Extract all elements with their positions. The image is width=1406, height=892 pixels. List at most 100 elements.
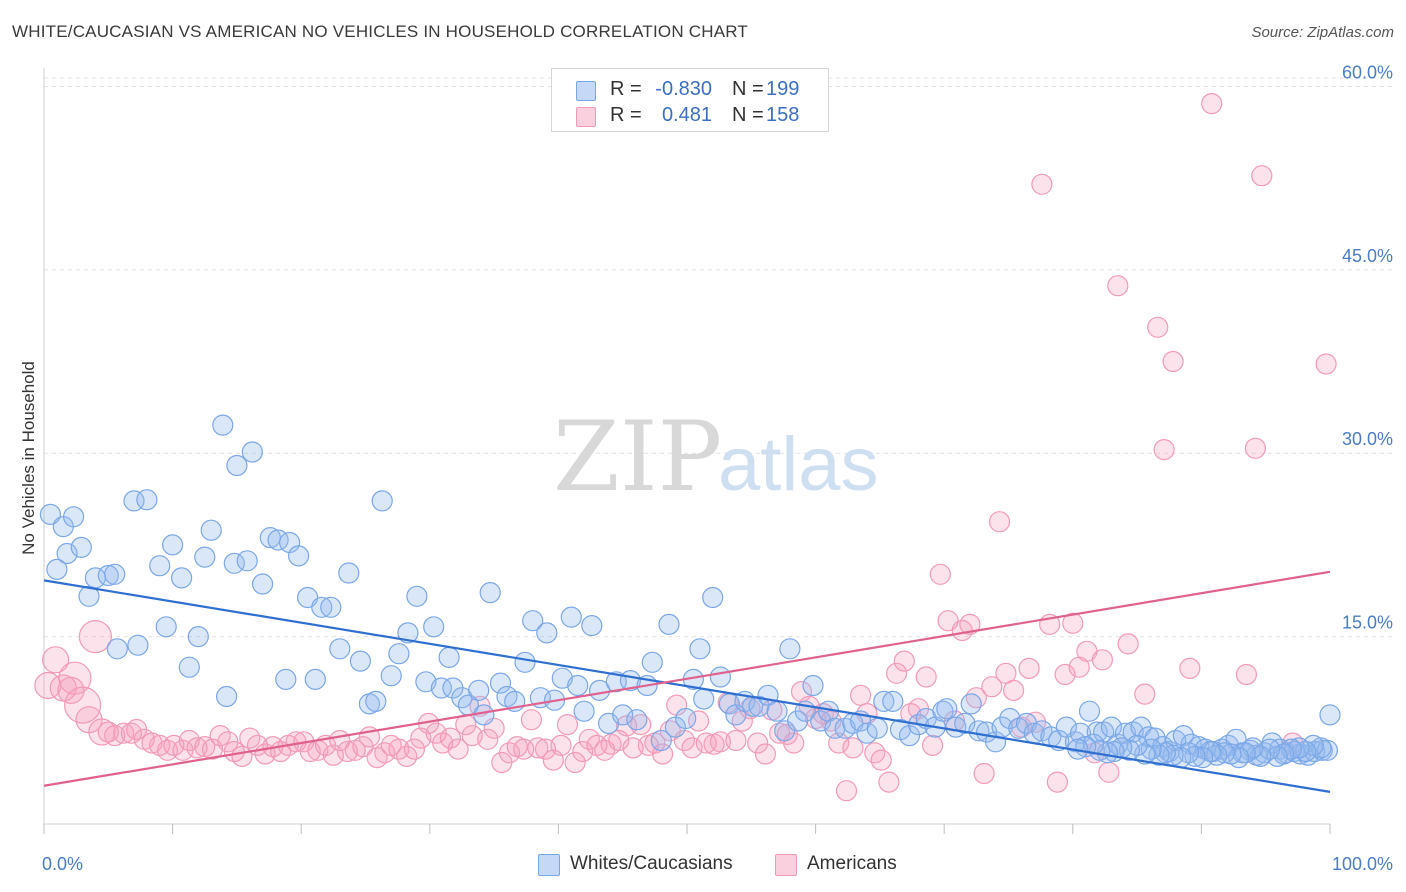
americans-point-97: [747, 732, 769, 754]
americans-point-129: [981, 676, 1003, 698]
americans-point-92: [709, 731, 732, 753]
whites-point-35: [304, 668, 326, 691]
whites-point-67: [560, 606, 582, 628]
y-tick-label-0: 15.0%: [1342, 613, 1393, 633]
americans-point-98: [754, 743, 777, 765]
americans-point-5: [63, 686, 102, 724]
whites-point-9: [104, 563, 126, 585]
whites-point-14: [149, 555, 171, 577]
americans-point-9: [97, 721, 119, 743]
americans-point-67: [527, 737, 549, 759]
whites-point-43: [371, 490, 393, 512]
americans-trend-line: [43, 570, 1331, 787]
whites-point-15: [155, 616, 177, 638]
americans-point-4: [58, 661, 92, 695]
whites-point-27: [241, 441, 263, 463]
chart-title: WHITE/CAUCASIAN VS AMERICAN NO VEHICLES …: [12, 22, 748, 41]
n-value: 158: [766, 104, 800, 126]
americans-point-117: [893, 650, 915, 672]
watermark-atlas: atlas: [718, 422, 879, 507]
whites-swatch: [576, 81, 596, 101]
americans-point-72: [564, 751, 586, 774]
whites-point-143: [1144, 727, 1166, 749]
whites-point-107: [866, 717, 888, 739]
whites-point-111: [898, 724, 921, 747]
whites-point-135: [1086, 721, 1108, 743]
whites-point-38: [329, 638, 351, 660]
americans-point-116: [885, 662, 908, 684]
whites-point-76: [626, 709, 648, 731]
trend-lines: [43, 570, 1331, 793]
americans-point-22: [194, 735, 216, 758]
americans-point-136: [1031, 173, 1053, 195]
americans-point-121: [921, 734, 944, 757]
americans-swatch: [576, 107, 596, 127]
americans-point-156: [1251, 165, 1273, 187]
americans-points: [34, 92, 1337, 802]
whites-point-61: [514, 651, 536, 673]
whites-legend-label: Whites/Caucasians: [570, 853, 733, 874]
whites-point-51: [438, 646, 460, 669]
whites-point-21: [200, 519, 222, 541]
whites-point-82: [675, 707, 697, 730]
americans-point-140: [1062, 612, 1084, 634]
whites-point-42: [365, 690, 387, 713]
whites-point-80: [658, 613, 680, 636]
whites-point-92: [748, 695, 770, 717]
whites-point-19: [187, 625, 209, 648]
y-tick-label-3: 60.0%: [1342, 62, 1393, 82]
americans-point-130: [988, 511, 1011, 533]
watermark: ZIP atlas: [553, 401, 879, 513]
whites-point-40: [349, 650, 371, 672]
n-value: 199: [766, 78, 800, 100]
americans-point-115: [878, 771, 900, 793]
americans-point-148: [1134, 683, 1156, 705]
whites-point-99: [802, 674, 824, 697]
whites-point-108: [873, 690, 895, 713]
whites-point-70: [581, 614, 603, 637]
americans-point-70: [550, 734, 572, 757]
americans-point-122: [929, 563, 951, 585]
whites-point-4: [56, 542, 78, 565]
n-label: N =: [732, 104, 764, 126]
whites-legend-swatch: [538, 854, 560, 876]
whites-point-64: [536, 622, 558, 644]
x-tick-label-max: 100.0%: [1332, 854, 1393, 874]
whites-point-39: [338, 562, 360, 584]
americans-point-56: [447, 738, 469, 760]
americans-point-8: [88, 718, 116, 746]
whites-point-115: [932, 700, 954, 722]
whites-point-2: [62, 506, 85, 528]
whites-point-47: [406, 585, 428, 607]
whites-point-68: [567, 674, 589, 697]
correlation-legend: R = -0.830 N = 199 R = 0.481 N = 158: [551, 68, 829, 132]
whites-point-194: [1118, 739, 1141, 761]
whites-trend-line: [43, 579, 1331, 793]
whites-point-94: [766, 700, 788, 722]
whites-point-24: [223, 552, 245, 574]
whites-point-86: [702, 586, 724, 609]
whites-point-44: [380, 665, 402, 687]
whites-point-69: [573, 700, 595, 722]
whites-point-16: [162, 534, 184, 556]
americans-point-89: [687, 710, 710, 732]
americans-point-88: [681, 737, 703, 759]
americans-point-3: [57, 676, 85, 705]
americans-point-144: [1091, 649, 1114, 671]
whites-point-10: [106, 638, 128, 660]
whites-point-0: [39, 503, 62, 526]
whites-point-175: [1258, 738, 1281, 760]
r-value: -0.830: [655, 78, 712, 100]
whites-point-28: [252, 573, 274, 595]
whites-point-74: [612, 704, 634, 726]
americans-point-66: [520, 709, 543, 731]
whites-point-49: [423, 616, 445, 638]
americans-legend-swatch: [775, 854, 797, 876]
americans-point-48: [388, 738, 410, 760]
whites-point-23: [216, 685, 238, 708]
americans-point-55: [439, 727, 461, 749]
americans-point-15: [141, 732, 163, 754]
whites-point-79: [650, 729, 672, 752]
americans-point-158: [1315, 353, 1337, 375]
y-tick-label-2: 45.0%: [1342, 246, 1393, 266]
